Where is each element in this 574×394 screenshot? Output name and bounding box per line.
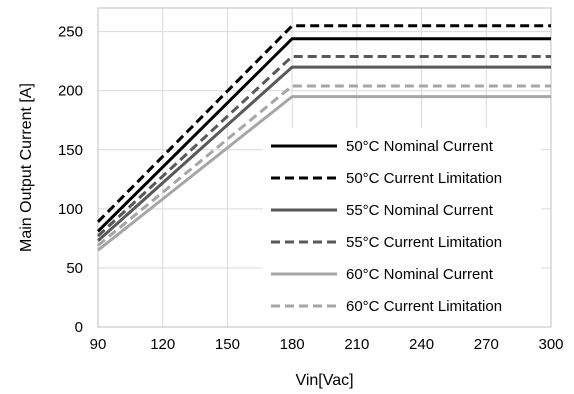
y-tick-label: 150 — [58, 142, 83, 159]
x-tick-label: 90 — [90, 336, 107, 353]
y-tick-label: 200 — [58, 83, 83, 100]
y-axis-label: Main Output Current [A] — [18, 83, 35, 252]
series-line-5 — [97, 95, 551, 252]
legend-label-5: 60°C Nominal Current — [346, 266, 494, 283]
legend-label-2: 50°C Current Limitation — [346, 170, 502, 187]
plot-area-frame — [97, 7, 552, 328]
x-axis-label: Vin[Vac] — [295, 372, 353, 389]
x-tick-labels: 90 120 150 180 210 240 270 300 — [90, 336, 564, 353]
series-lines — [96, 24, 551, 252]
x-tick-label: 210 — [344, 336, 369, 353]
legend-label-3: 55°C Nominal Current — [346, 202, 494, 219]
x-tick-label: 270 — [474, 336, 499, 353]
x-tick-label: 180 — [280, 336, 305, 353]
legend-label-1: 50°C Nominal Current — [346, 138, 494, 155]
legend-label-6: 60°C Current Limitation — [346, 298, 502, 315]
y-tick-label: 0 — [75, 319, 83, 336]
y-tick-label: 250 — [58, 24, 83, 41]
series-line-4 — [96, 54, 551, 238]
series-line-3 — [96, 65, 551, 242]
legend-box — [263, 128, 541, 326]
series-line-2 — [96, 24, 551, 223]
series-line-6 — [97, 84, 551, 247]
x-tick-label: 300 — [538, 336, 563, 353]
x-tick-label: 240 — [409, 336, 434, 353]
series-line-1 — [96, 37, 551, 233]
legend-label-4: 55°C Current Limitation — [346, 234, 502, 251]
legend: 50°C Nominal Current 50°C Current Limitat… — [271, 138, 502, 315]
x-tick-label: 150 — [215, 336, 240, 353]
y-tick-label: 100 — [58, 201, 83, 218]
y-tick-labels: 0 50 100 150 200 250 — [58, 24, 83, 336]
y-tick-label: 50 — [66, 260, 83, 277]
x-tick-label: 120 — [150, 336, 175, 353]
